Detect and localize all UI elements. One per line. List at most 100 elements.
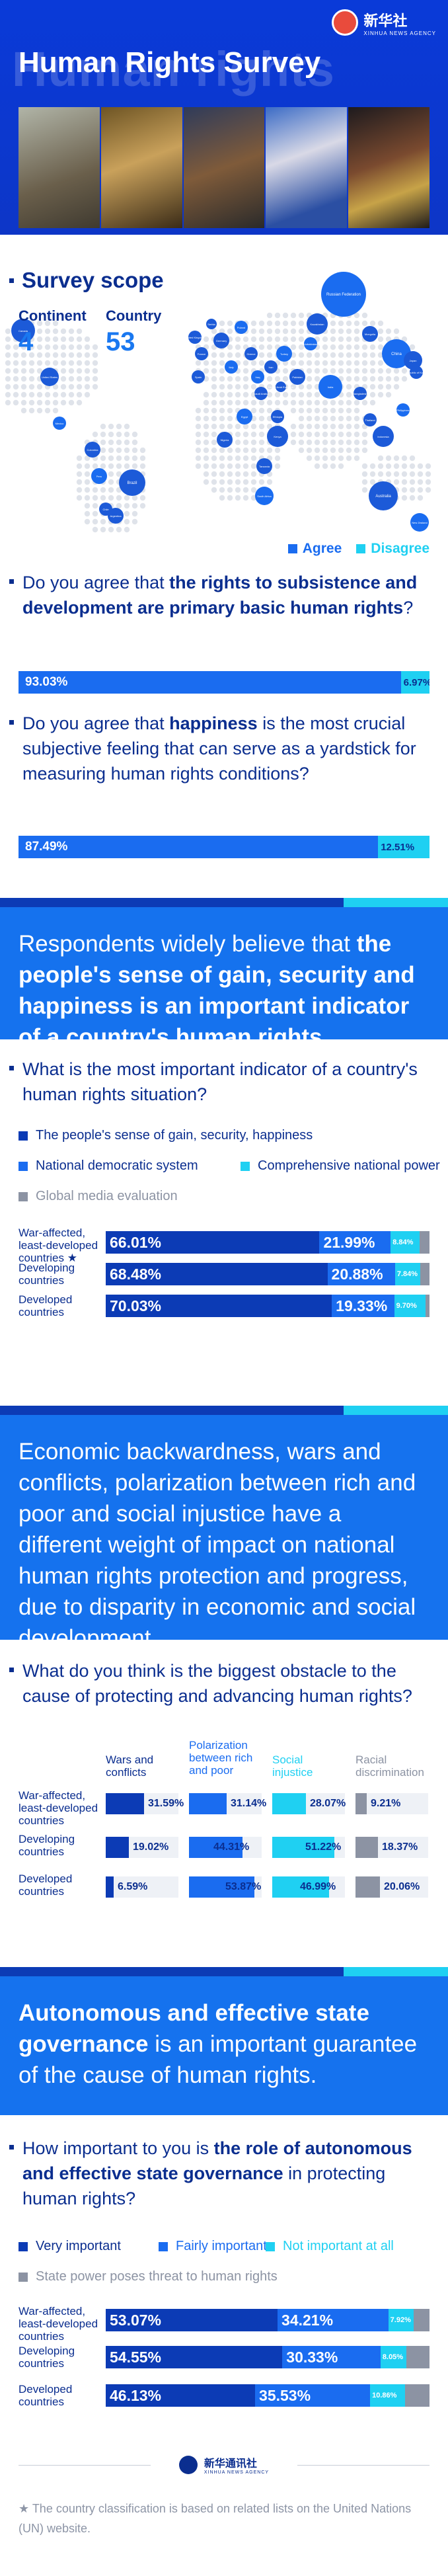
q4-value: 51.22% [305,1841,342,1853]
map-bubble [373,426,394,447]
question-4: What do you think is the biggest obstacl… [9,1658,432,1709]
q3-row-label: Developing countries [19,1262,75,1287]
q5-row-label: Developed countries [19,2383,73,2408]
q4-value: 46.99% [300,1881,336,1892]
q4-bar-fill [355,1837,378,1858]
map-bubble [410,513,429,532]
map-country-label: Indonesia [377,435,389,438]
map-bubble [410,366,423,379]
q4-row-label: Developing countries [19,1833,75,1858]
logo-english-text: XINHUA NEWS AGENCY [363,30,436,36]
swatch-icon [266,2241,275,2251]
question-5: How important to you is the role of auto… [9,2136,432,2211]
map-bubble [11,319,35,342]
bullet-icon [9,720,14,725]
q5-row-label: War-affected, least-developed countries [19,2305,98,2343]
map-bubble [40,368,59,386]
map-bubble [271,410,284,423]
q4-cell: 51.22% [272,1837,345,1858]
q3-row-label: War-affected, least-developed countries … [19,1227,98,1264]
q4-cell: 31.59% [106,1793,184,1814]
q3-legend-2: National democratic system [19,1158,198,1174]
bullet-icon [9,1668,14,1672]
bullet-icon [9,2145,14,2150]
divider-left [19,2465,151,2466]
q4-cell: 31.14% [189,1793,266,1814]
agree-legend-label: Agree [302,541,342,556]
map-country-label: Kazakhstan [311,323,324,326]
map-bubble [195,347,208,360]
map-country-label: United Kingdom [186,336,205,339]
map-country-label: Brazil [127,481,137,485]
q4-bar-fill [106,1793,144,1814]
q4-row-label: Developed countries [19,1872,73,1898]
divider-right [297,2465,429,2466]
q4-bar-fill [189,1793,227,1814]
map-country-label: Philippines [396,409,409,412]
q4-cell: 20.06% [355,1876,428,1898]
map-bubble [396,403,410,417]
map-country-label: Canada [19,329,28,333]
band-accent-strip [0,898,448,907]
q3-bar-row-1: 66.01% 21.99% 8.84% [106,1231,429,1254]
map-country-label: Ethiopia [273,415,283,419]
q4-cell: 6.59% [106,1876,178,1898]
header-ghost-text: Human rights [12,42,335,97]
q4-value: 6.59% [118,1881,148,1892]
page-title: Human Rights Survey [19,46,321,79]
q4-value: 31.14% [231,1798,267,1809]
disagree-swatch-icon [356,544,366,553]
map-country-label: India [328,385,334,389]
q4-col-header-wars: Wars and conflicts [106,1753,154,1779]
q4-bar-fill [189,1876,254,1898]
map-bubble [99,503,112,516]
disagree-legend-label: Disagree [371,541,429,556]
q4-col-header-racial: Racial discrimination [355,1753,424,1779]
photo-woman-headscarf [100,107,182,228]
photo-performer [348,107,429,228]
map-country-label: New Zealand [412,521,428,524]
map-bubble [188,331,202,344]
map-country-label: Japan [410,359,417,362]
map-bubble [382,339,411,368]
map-country-label: China [391,352,402,356]
map-bubble [206,319,217,329]
continent-value: 4 [19,327,34,356]
swatch-icon [159,2241,168,2251]
footer-logo-english: XINHUA NEWS AGENCY [204,2470,270,2475]
map-bubble [85,442,100,458]
map-country-label: Iran [269,366,274,369]
band-accent-strip [0,1967,448,1976]
map-bubble [251,370,264,383]
map-country-label: Republic of Korea [406,371,428,374]
q1-bar: 93.03% 6.97% [19,671,429,694]
q4-bar-fill [272,1793,306,1814]
bullet-icon [9,278,14,283]
q1-disagree-segment: 6.97% [400,671,429,694]
map-bubble [53,417,66,430]
map-bubble [354,387,367,400]
q5-legend-4: State power poses threat to human rights [19,2269,278,2284]
q4-bar-fill [189,1837,243,1858]
map-country-label: France [198,352,206,356]
map-country-label: Colombia [87,448,99,452]
map-bubble [225,360,238,374]
map-bubble [217,432,233,448]
map-bubble [213,333,229,348]
map-bubble [254,387,268,400]
map-bubble [321,272,366,317]
q3-legend-1: The people's sense of gain, security, ha… [19,1128,313,1143]
map-country-label: Spain [195,376,202,379]
q4-value: 9.21% [371,1798,401,1809]
map-country-label: Australia [375,495,391,499]
map-bubble [119,469,145,496]
q4-value: 53.87% [225,1881,262,1892]
callout-band-3: Autonomous and effective state governanc… [0,1976,448,2115]
photo-eu-flags [266,107,348,228]
map-country-label: Iraq [256,376,260,379]
q3-row-label: Developed countries [19,1293,73,1318]
bullet-icon [9,1066,14,1070]
map-country-label: Tanzania [259,465,270,468]
map-country-label: Kenya [274,435,281,438]
map-bubble [304,337,317,350]
